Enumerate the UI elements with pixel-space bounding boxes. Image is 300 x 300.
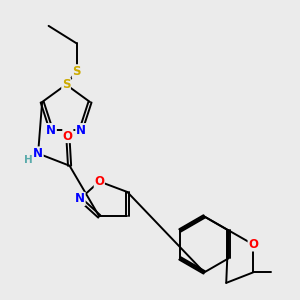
Text: O: O [94, 175, 104, 188]
Text: S: S [62, 78, 70, 91]
Text: S: S [72, 65, 81, 78]
Text: O: O [248, 238, 258, 251]
Text: N: N [75, 193, 85, 206]
Text: N: N [33, 147, 43, 160]
Text: N: N [76, 124, 86, 137]
Text: O: O [63, 130, 73, 142]
Text: N: N [46, 124, 56, 137]
Text: H: H [24, 155, 33, 165]
